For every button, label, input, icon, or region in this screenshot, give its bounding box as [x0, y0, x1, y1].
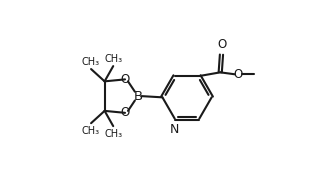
Text: CH₃: CH₃	[82, 126, 100, 136]
Text: O: O	[233, 68, 243, 81]
Text: N: N	[169, 123, 179, 136]
Text: CH₃: CH₃	[82, 57, 100, 66]
Text: CH₃: CH₃	[105, 54, 123, 64]
Text: O: O	[120, 73, 130, 86]
Text: CH₃: CH₃	[105, 129, 123, 139]
Text: B: B	[133, 90, 142, 103]
Text: O: O	[217, 38, 226, 51]
Text: O: O	[120, 106, 130, 119]
